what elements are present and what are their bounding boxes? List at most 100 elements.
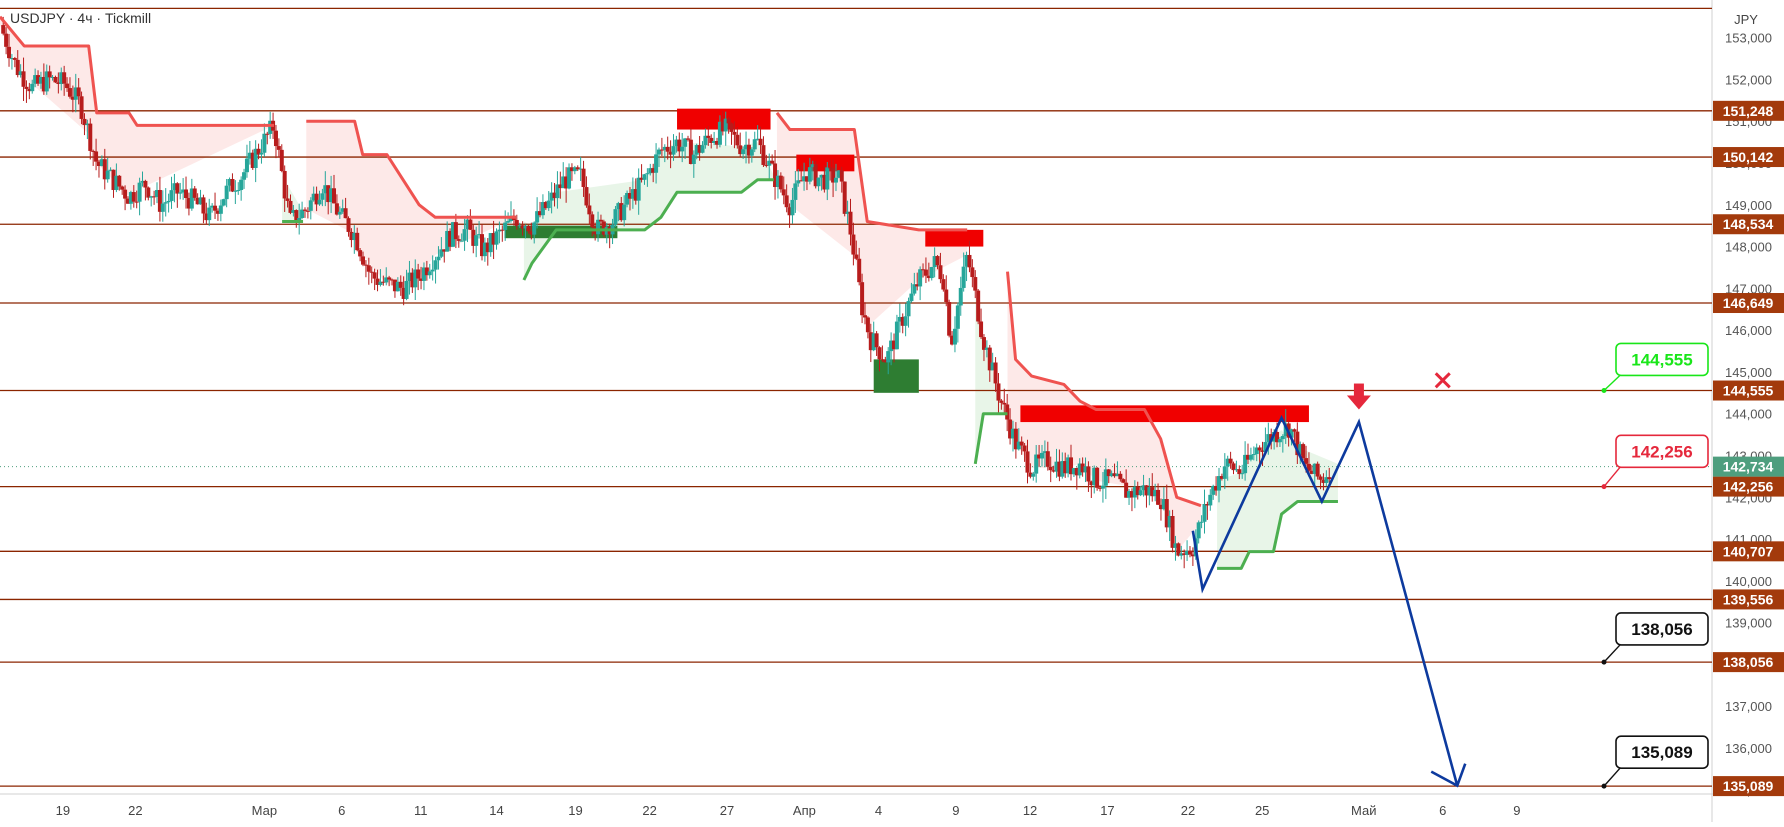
candle-bear [1292,429,1297,432]
candle-bull [897,316,902,322]
candle-bull [871,333,876,351]
x-tick-label: 22 [128,803,142,818]
candle-bear [976,290,981,322]
supply-zone [1020,405,1309,423]
candle-bull [645,173,650,175]
candle-bear [1057,461,1062,477]
candle-bear [944,289,949,303]
callout-pointer [1603,767,1621,787]
candle-bear [993,362,998,384]
candle-bear [627,193,632,199]
candle-bear [569,167,574,172]
candle-bull [137,182,142,202]
candle-bull [790,199,795,216]
candle-bull [616,203,621,210]
candle-bear [7,46,12,59]
candle-bear [41,76,46,92]
supertrend-down-line [306,119,516,219]
candle-bull [459,240,464,242]
candle-bull [1208,494,1213,506]
candle-bull [1010,428,1015,439]
candle-bear [201,197,206,214]
callout-pointer [1603,374,1621,392]
candle-bull [352,232,357,241]
candle-bull [427,271,432,276]
candle-bull [596,219,601,235]
candle-bear [601,221,606,235]
candle-bear [1246,454,1251,460]
candle-bull [1060,461,1065,477]
x-tick-label: Мар [252,803,277,818]
candle-bear [1144,485,1149,496]
y-tick-label: 149,000 [1725,198,1772,213]
candle-bear [839,170,844,182]
price-axis[interactable]: 135,000136,000137,000138,000139,000140,0… [1713,12,1784,798]
forecast-path [1191,414,1459,786]
candle-bear [134,201,139,203]
candle-bull [218,205,223,214]
candle-bull [775,175,780,187]
candle-bear [1309,470,1314,474]
forecast [1191,372,1467,788]
candle-bear [947,302,952,336]
candle-bull [450,222,455,247]
x-tick-label: 6 [338,803,345,818]
candle-bull [567,167,572,189]
candle-bear [987,347,992,371]
y-tick-label: 140,000 [1725,574,1772,589]
candle-bear [175,183,180,194]
y-tick-label: 146,000 [1725,323,1772,338]
candle-bear [1187,550,1192,555]
candle-bull [181,189,186,193]
candle-bear [372,272,377,279]
candle-bull [540,202,545,216]
candle-bear [1002,402,1007,405]
candle-bear [358,250,363,257]
candle-bear [880,359,885,361]
x-tick-label: 27 [720,803,734,818]
candle-bull [1147,487,1152,496]
candle-bear [1156,489,1161,505]
candle-bull [268,120,273,134]
candle-bull [44,71,49,92]
callout-box [1615,342,1709,377]
level-badge [1713,100,1784,121]
candle-bear [349,231,354,241]
candles [1,16,1332,569]
candle-bear [1037,454,1042,459]
candle-bear [1164,499,1169,528]
candle-bull [433,260,438,270]
candle-bull [236,190,241,192]
candle-bear [375,278,380,285]
candle-bear [416,269,421,279]
candle-bull [796,180,801,184]
candle-bear [1182,553,1187,555]
candle-bear [778,175,783,190]
candle-bull [680,146,685,152]
candle-bull [886,351,891,363]
supertrend-down-line [775,111,968,232]
candle-bull [497,229,502,232]
candle-bear [1106,469,1111,477]
time-axis[interactable]: 19 22 Мар 6 11 14 19 22 27 Апр 4 9 12 17 22 25 Май 6 9 [56,803,1521,818]
candle-bear [865,317,870,333]
candle-bear [941,279,946,290]
x-tick-label: 19 [568,803,582,818]
callout-label: 135,089 [1631,743,1692,762]
candle-bear [831,168,836,183]
candle-bear [967,254,972,268]
x-tick-label: 19 [56,803,70,818]
candle-bear [1022,445,1027,452]
candle-bull [1083,466,1088,473]
candle-bull [166,200,171,203]
candle-bull [311,193,316,201]
candle-bear [1205,503,1210,506]
candle-bull [207,207,212,221]
candle-bear [639,177,644,180]
candle-bear [485,242,490,253]
candle-bull [1234,469,1239,471]
level-badge-label: 150,142 [1723,149,1774,165]
candle-bull [247,152,252,159]
candle-bull [964,254,969,267]
